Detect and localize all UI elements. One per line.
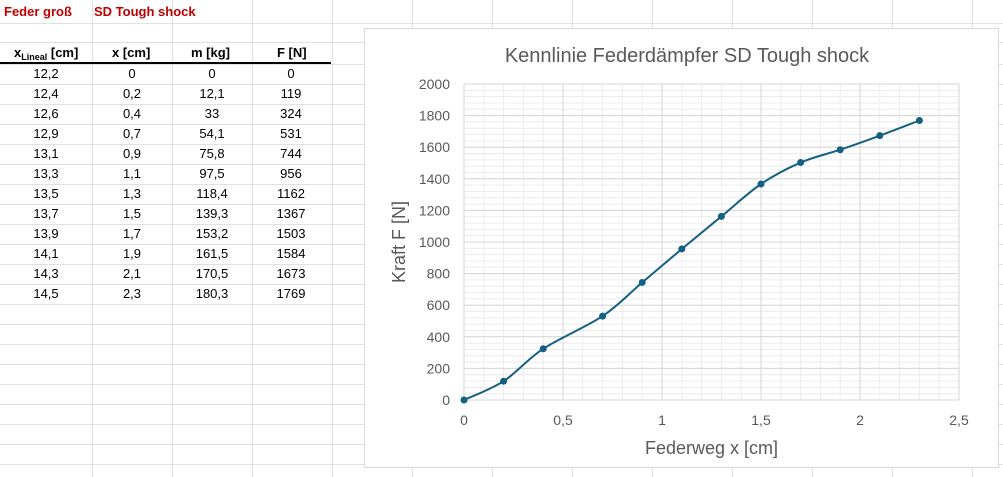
chart-data-point[interactable] [460,396,468,404]
chart-ytick-label: 1800 [419,108,450,124]
header-x[interactable]: x [cm] [112,45,151,60]
table-cell[interactable]: 744 [280,146,302,161]
table-cell[interactable]: 1,5 [122,206,142,221]
table-cell[interactable]: 12,4 [33,86,59,101]
table-cell[interactable]: 12,9 [33,126,59,141]
table-cell[interactable]: 170,5 [195,266,229,281]
table-cell[interactable]: 13,3 [33,166,59,181]
chart-ytick-label: 800 [427,266,451,282]
table-cell[interactable]: 12,1 [199,86,225,101]
chart-data-point[interactable] [876,132,884,140]
table-cell[interactable]: 119 [280,86,302,101]
chart-xtick-label: 1,5 [751,412,771,428]
table-cell[interactable]: 1503 [276,226,306,241]
chart-data-point[interactable] [836,146,844,154]
table-cell[interactable]: 2,1 [122,266,142,281]
chart-ytick-label: 1600 [419,139,450,155]
chart-xtick-label: 2,5 [949,412,969,428]
table-cell[interactable]: 1,7 [122,226,142,241]
table-cell[interactable]: 161,5 [195,246,229,261]
table-cell[interactable]: 75,8 [199,146,225,161]
table-cell[interactable]: 0 [287,66,295,81]
table-cell[interactable]: 2,3 [122,286,142,301]
chart-xtick-label: 0,5 [553,412,573,428]
chart-ytick-label: 2000 [419,76,450,92]
table-cell[interactable]: 1673 [276,266,306,281]
chart-xtick-label: 2 [856,412,864,428]
chart-ytick-label: 1400 [419,171,450,187]
table-cell[interactable]: 33 [204,106,220,121]
chart-data-point[interactable] [638,278,646,286]
chart-ytick-label: 400 [427,329,451,345]
table-cell[interactable]: 97,5 [199,166,225,181]
chart-data-point[interactable] [539,345,547,353]
chart-data-point[interactable] [678,245,686,253]
table-cell[interactable]: 13,1 [33,146,59,161]
table-cell[interactable]: 531 [280,126,302,141]
table-cell[interactable]: 1769 [276,286,306,301]
table-cell[interactable]: 0,4 [122,106,142,121]
chart-ytick-label: 600 [427,297,451,313]
chart-data-point[interactable] [500,377,508,385]
table-cell[interactable]: 13,5 [33,186,59,201]
sheet-title-left[interactable]: Feder groß [4,4,72,19]
table-cell[interactable]: 1162 [277,186,305,201]
table-cell[interactable]: 13,9 [33,226,59,241]
header-x-lineal-main: x [14,45,22,60]
table-cell[interactable]: 1367 [276,206,306,221]
chart-title[interactable]: Kennlinie Federdämpfer SD Tough shock [505,45,870,67]
table-cell[interactable]: 0,2 [122,86,142,101]
table-cell[interactable]: 180,3 [195,286,229,301]
chart-xtick-label: 1 [658,412,666,428]
table-cell[interactable]: 0,9 [122,146,142,161]
table-cell[interactable]: 12,2 [33,66,59,81]
chart-data-point[interactable] [757,180,765,188]
chart-ytick-label: 1200 [419,202,450,218]
table-cell[interactable]: 118,4 [196,186,228,201]
table-cell[interactable]: 0 [128,66,136,81]
header-x-lineal-unit: [cm] [47,45,79,60]
table-cell[interactable]: 1,9 [122,246,142,261]
table-cell[interactable]: 1584 [276,246,306,261]
header-underline [0,62,331,64]
table-cell[interactable]: 956 [280,166,302,181]
table-cell[interactable]: 54,1 [199,126,225,141]
chart-svg: 0 200 400 600 800 1000 1200 1400 1600 1800 2000 0 0,… [389,45,969,458]
chart-container[interactable]: 0 200 400 600 800 1000 1200 1400 1600 1800 2000 0 0,… [364,28,999,468]
table-cell[interactable]: 324 [280,106,302,121]
chart-ytick-label: 200 [427,360,451,376]
table-cell[interactable]: 13,7 [33,206,59,221]
table-cell[interactable]: 14,1 [33,246,59,261]
table-cell[interactable]: 153,2 [195,226,229,241]
chart-xtick-label: 0 [460,412,468,428]
table-cell[interactable]: 0,7 [122,126,142,141]
header-x-lineal[interactable]: xLineal [cm] [14,45,78,62]
chart-xlabel[interactable]: Federweg x [cm] [645,438,778,458]
table-cell[interactable]: 12,6 [33,106,59,121]
chart-data-point[interactable] [915,116,923,124]
chart-data-point[interactable] [797,159,805,167]
header-m[interactable]: m [kg] [191,45,230,60]
table-cell[interactable]: 14,3 [33,266,59,281]
chart-ytick-label: 0 [442,392,450,408]
chart-data-point[interactable] [599,312,607,320]
header-f[interactable]: F [N] [277,45,307,60]
chart-series-line[interactable] [463,119,920,401]
chart-ytick-label: 1000 [419,234,450,250]
chart-data-point[interactable] [717,212,725,220]
table-cell[interactable]: 1,1 [122,166,142,181]
header-x-lineal-sub: Lineal [21,52,48,62]
chart-ylabel[interactable]: Kraft F [N] [389,201,409,283]
sheet-title-right[interactable]: SD Tough shock [94,4,196,19]
table-cell[interactable]: 139,3 [195,206,229,221]
table-cell[interactable]: 14,5 [33,286,59,301]
table-cell[interactable]: 1,3 [122,186,142,201]
table-cell[interactable]: 0 [208,66,216,81]
